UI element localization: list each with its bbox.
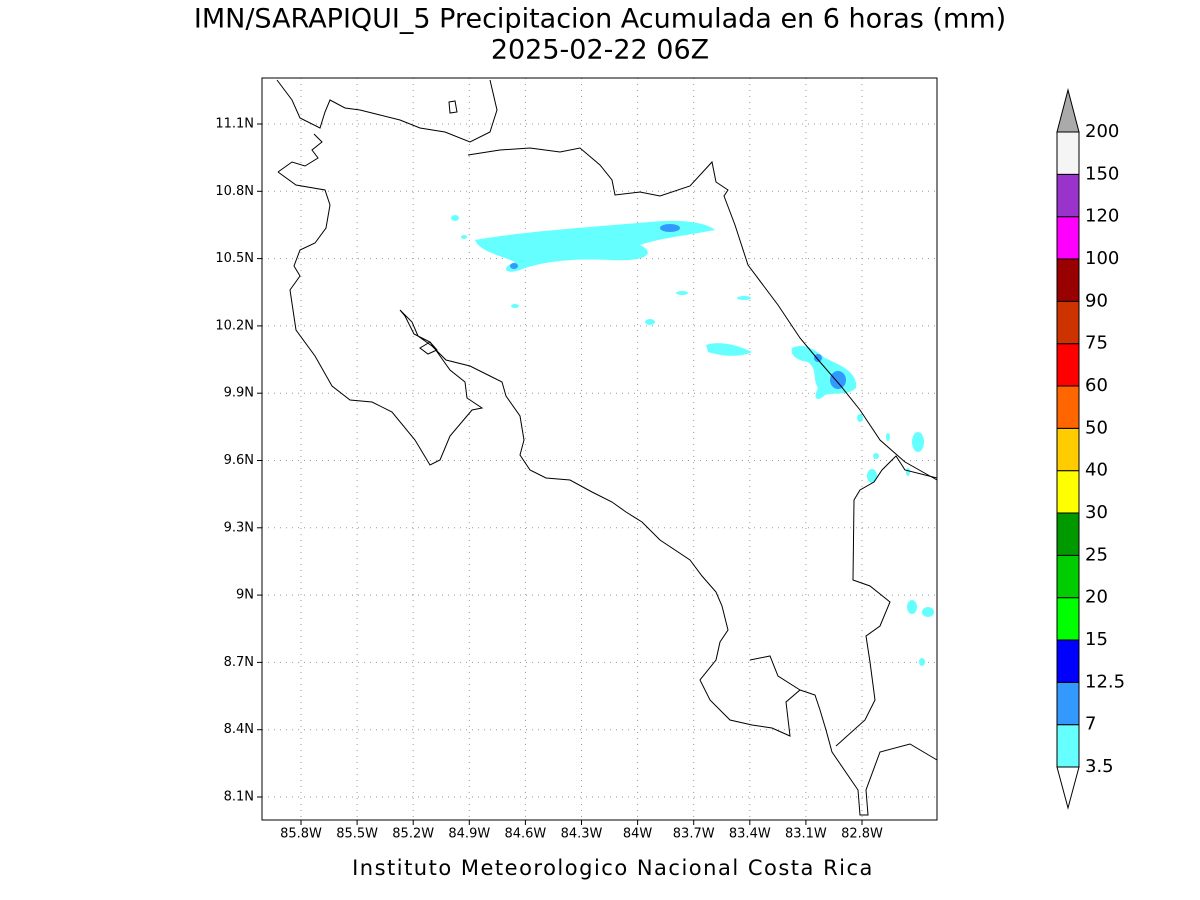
coastlines bbox=[276, 79, 938, 816]
footer: Instituto Meteorologico Nacional Costa R… bbox=[352, 856, 874, 880]
precip-area bbox=[461, 235, 467, 239]
x-tick-label: 85.5W bbox=[336, 827, 378, 842]
precip-area bbox=[511, 304, 519, 308]
colorbar: 3.5 7 12.5 15 20 25 30 40 50 60 75 90 100 120 150 200 bbox=[1056, 88, 1125, 810]
y-tick-label: 8.1N bbox=[224, 790, 254, 805]
x-tick-label: 84.3W bbox=[561, 827, 603, 842]
colorbar-label: 12.5 bbox=[1085, 671, 1125, 692]
map-frame bbox=[261, 77, 938, 821]
colorbar-label: 150 bbox=[1085, 163, 1119, 184]
colorbar-label: 100 bbox=[1085, 248, 1119, 269]
colorbar-label: 25 bbox=[1085, 544, 1108, 565]
precip-area bbox=[857, 414, 863, 422]
colorbar-box bbox=[1056, 300, 1080, 345]
colorbar-label: 30 bbox=[1085, 502, 1108, 523]
x-tick-label: 83.4W bbox=[729, 827, 771, 842]
precip-area bbox=[791, 345, 857, 400]
y-tick-label: 8.4N bbox=[224, 722, 254, 737]
precip-area bbox=[737, 296, 751, 300]
colorbar-box bbox=[1056, 385, 1080, 429]
subtitle: 2025-02-22 06Z bbox=[491, 35, 709, 66]
colorbar-box bbox=[1056, 681, 1080, 726]
y-tick-label: 10.8N bbox=[215, 184, 254, 199]
precip-area bbox=[873, 453, 879, 459]
y-tick-label: 9.9N bbox=[224, 386, 254, 401]
precip-area bbox=[867, 469, 877, 483]
colorbar-label: 120 bbox=[1085, 206, 1119, 227]
colorbar-box bbox=[1056, 639, 1080, 683]
colorbar-box bbox=[1056, 427, 1080, 472]
precip-area bbox=[510, 263, 518, 269]
precip-area bbox=[706, 343, 752, 356]
x-tick-label: 84.6W bbox=[504, 827, 546, 842]
colorbar-box bbox=[1056, 470, 1080, 514]
grid bbox=[257, 78, 937, 825]
precip-area bbox=[907, 600, 917, 614]
precip-area bbox=[645, 319, 655, 325]
precip-area bbox=[912, 432, 924, 452]
colorbar-label: 3.5 bbox=[1085, 756, 1114, 777]
colorbar-label: 90 bbox=[1085, 290, 1108, 311]
colorbar-over bbox=[1056, 88, 1080, 133]
y-tick-label: 10.5N bbox=[215, 251, 254, 266]
colorbar-box bbox=[1056, 554, 1080, 599]
colorbar-label: 50 bbox=[1085, 417, 1108, 438]
y-tick-label: 9.3N bbox=[224, 520, 254, 535]
colorbar-label: 60 bbox=[1085, 375, 1108, 396]
x-tick-label: 85.2W bbox=[392, 827, 434, 842]
colorbar-box bbox=[1056, 512, 1080, 556]
precip-area bbox=[451, 215, 459, 221]
precip-area bbox=[475, 220, 715, 272]
x-tick-label: 85.8W bbox=[280, 827, 322, 842]
colorbar-box bbox=[1056, 173, 1080, 218]
colorbar-box bbox=[1056, 131, 1080, 175]
y-tick-label: 10.2N bbox=[215, 318, 254, 333]
colorbar-under bbox=[1056, 766, 1080, 810]
colorbar-label: 20 bbox=[1085, 587, 1108, 608]
precip-area bbox=[660, 224, 680, 232]
colorbar-label: 200 bbox=[1085, 121, 1119, 142]
title: IMN/SARAPIQUI_5 Precipitacion Acumulada … bbox=[194, 4, 1006, 35]
colorbar-label: 15 bbox=[1085, 629, 1108, 650]
colorbar-label: 75 bbox=[1085, 333, 1108, 354]
y-tick-label: 11.1N bbox=[215, 117, 254, 132]
precip-area bbox=[830, 371, 846, 389]
y-tick-label: 9N bbox=[236, 588, 254, 603]
colorbar-box bbox=[1056, 597, 1080, 641]
precipitation bbox=[451, 215, 934, 666]
precip-area bbox=[676, 291, 688, 295]
colorbar-label: 40 bbox=[1085, 460, 1108, 481]
precip-area bbox=[886, 433, 890, 441]
precip-area bbox=[922, 607, 934, 617]
x-tick-label: 83.1W bbox=[785, 827, 827, 842]
colorbar-box bbox=[1056, 343, 1080, 387]
x-tick-label: 84W bbox=[623, 827, 653, 842]
colorbar-box bbox=[1056, 724, 1080, 768]
x-tick-label: 82.8W bbox=[841, 827, 883, 842]
x-tick-label: 84.9W bbox=[448, 827, 490, 842]
y-tick-label: 8.7N bbox=[224, 655, 254, 670]
colorbar-label: 7 bbox=[1085, 714, 1096, 735]
x-tick-label: 83.7W bbox=[673, 827, 715, 842]
precip-area bbox=[906, 468, 910, 476]
colorbar-box bbox=[1056, 258, 1080, 302]
precip-area bbox=[814, 354, 822, 362]
colorbar-box bbox=[1056, 216, 1080, 260]
y-tick-label: 9.6N bbox=[224, 453, 254, 468]
precip-area bbox=[919, 658, 925, 666]
